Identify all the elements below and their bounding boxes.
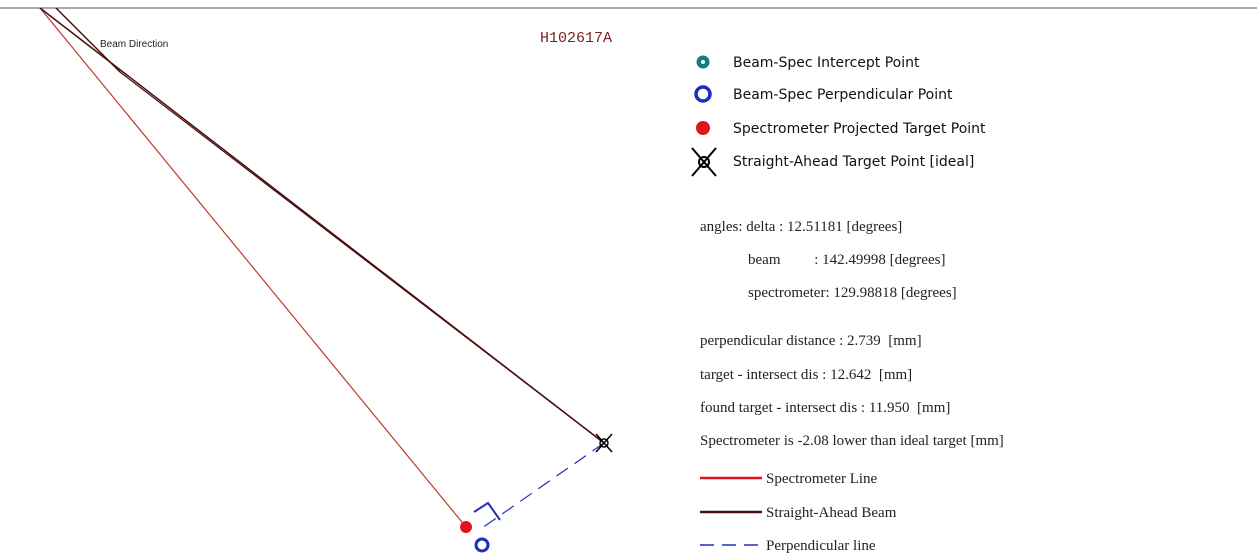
- ideal-target-point: [595, 433, 613, 453]
- projected-target-point: [460, 521, 472, 533]
- perpendicular-line: [481, 442, 605, 529]
- beam-line-2: [55, 7, 121, 73]
- line-legend-label: Spectrometer Line: [766, 471, 878, 487]
- info-line: found target - intersect dis : 11.950 [m…: [700, 400, 950, 416]
- legend-label: Beam-Spec Perpendicular Point: [733, 87, 953, 103]
- title: H102617A: [540, 30, 612, 47]
- legend-label: Spectrometer Projected Target Point: [733, 121, 986, 137]
- line-legend: Spectrometer Line Straight-Ahead Beam Pe…: [700, 471, 897, 554]
- point-legend: Beam-Spec Intercept Point Beam-Spec Perp…: [691, 55, 986, 177]
- line-legend-label: Straight-Ahead Beam: [766, 505, 897, 521]
- spectrometer-line: [39, 7, 467, 528]
- beam-direction-label: Beam Direction: [100, 39, 168, 50]
- line-legend-label: Perpendicular line: [766, 538, 876, 554]
- beam-line-3: [119, 71, 605, 444]
- info-line: target - intersect dis : 12.642 [mm]: [700, 367, 912, 383]
- info-line: angles: delta : 12.51181 [degrees]: [700, 219, 902, 235]
- legend-label: Beam-Spec Intercept Point: [733, 55, 920, 71]
- legend-label: Straight-Ahead Target Point [ideal]: [733, 154, 974, 170]
- info-line: perpendicular distance : 2.739 [mm]: [700, 333, 922, 349]
- info-line: beam : 142.49998 [degrees]: [748, 252, 945, 268]
- perpendicular-point: [474, 537, 490, 553]
- info-line: spectrometer: 129.98818 [degrees]: [748, 285, 957, 301]
- info-line: Spectrometer is -2.08 lower than ideal t…: [700, 433, 1004, 449]
- right-angle: [473, 501, 501, 521]
- info: angles: delta : 12.51181 [degrees] beam …: [700, 219, 1004, 449]
